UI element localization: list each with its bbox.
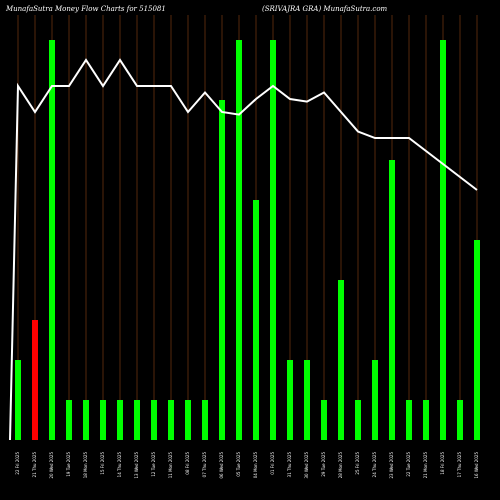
x-tick-label: 20 Wed 2025	[49, 452, 54, 479]
chart-title-right: (SRIVAJRA GRA) MunafaSutra.com	[262, 5, 388, 13]
volume-bar	[474, 240, 480, 440]
volume-bar	[168, 400, 174, 440]
x-tick-label: 19 Tue 2025	[66, 452, 71, 477]
volume-bar	[83, 400, 89, 440]
x-tick-label: 23 Wed 2025	[389, 452, 394, 479]
x-tick-label: 17 Thu 2025	[457, 452, 462, 478]
x-tick-label: 11 Mon 2025	[168, 452, 173, 479]
x-tick-label: 22 Tue 2025	[406, 452, 411, 477]
volume-bar	[117, 400, 123, 440]
x-tick-label: 07 Thu 2025	[202, 452, 207, 478]
x-tick-label: 31 Thu 2025	[287, 452, 292, 478]
volume-bar	[185, 400, 191, 440]
x-tick-label: 05 Tue 2025	[236, 452, 241, 477]
volume-bar	[66, 400, 72, 440]
volume-bar	[49, 40, 55, 440]
volume-bar	[134, 400, 140, 440]
volume-bars	[15, 40, 480, 440]
volume-bar	[202, 400, 208, 440]
x-tick-label: 01 Fri 2025	[270, 452, 275, 475]
volume-bar	[355, 400, 361, 440]
volume-bar	[219, 100, 225, 440]
x-tick-label: 18 Mon 2025	[83, 452, 88, 479]
volume-bar	[457, 400, 463, 440]
volume-bar	[32, 320, 38, 440]
x-tick-label: 22 Fri 2025	[15, 452, 20, 475]
x-tick-label: 08 Fri 2025	[185, 452, 190, 475]
volume-bar	[270, 40, 276, 440]
volume-bar	[304, 360, 310, 440]
x-tick-label: 24 Thu 2025	[372, 452, 377, 478]
volume-bar	[338, 280, 344, 440]
volume-bar	[287, 360, 293, 440]
volume-bar	[372, 360, 378, 440]
volume-bar	[406, 400, 412, 440]
volume-bar	[236, 40, 242, 440]
volume-bar	[321, 400, 327, 440]
chart-title-left: MunafaSutra Money Flow Charts for 515081	[5, 5, 166, 13]
x-tick-label: 06 Wed 2025	[219, 452, 224, 479]
x-tick-label: 13 Wed 2025	[134, 452, 139, 479]
x-tick-label: 04 Mon 2025	[253, 452, 258, 479]
price-line	[9, 58, 478, 441]
x-tick-label: 15 Fri 2025	[100, 452, 105, 475]
x-tick-labels: 22 Fri 2025 21 Thu 2025 20 Wed 2025 19 Tue …	[15, 452, 479, 479]
x-tick-label: 14 Thu 2025	[117, 452, 122, 478]
x-tick-label: 21 Mon 2025	[423, 452, 428, 479]
x-tick-label: 12 Tue 2025	[151, 452, 156, 477]
volume-bar	[423, 400, 429, 440]
price-line-path	[9, 58, 478, 441]
x-tick-label: 30 Wed 2025	[304, 452, 309, 479]
x-tick-label: 16 Wed 2025	[474, 452, 479, 479]
x-tick-label: 18 Fri 2025	[440, 452, 445, 475]
volume-bar	[100, 400, 106, 440]
x-tick-label: 28 Mon 2025	[338, 452, 343, 479]
x-tick-label: 25 Fri 2025	[355, 452, 360, 475]
volume-bar	[253, 200, 259, 440]
volume-bar	[151, 400, 157, 440]
volume-bar	[440, 40, 446, 440]
x-tick-label: 29 Tue 2025	[321, 452, 326, 477]
x-tick-label: 21 Thu 2025	[32, 452, 37, 478]
volume-bar	[15, 360, 21, 440]
volume-bar	[389, 160, 395, 440]
